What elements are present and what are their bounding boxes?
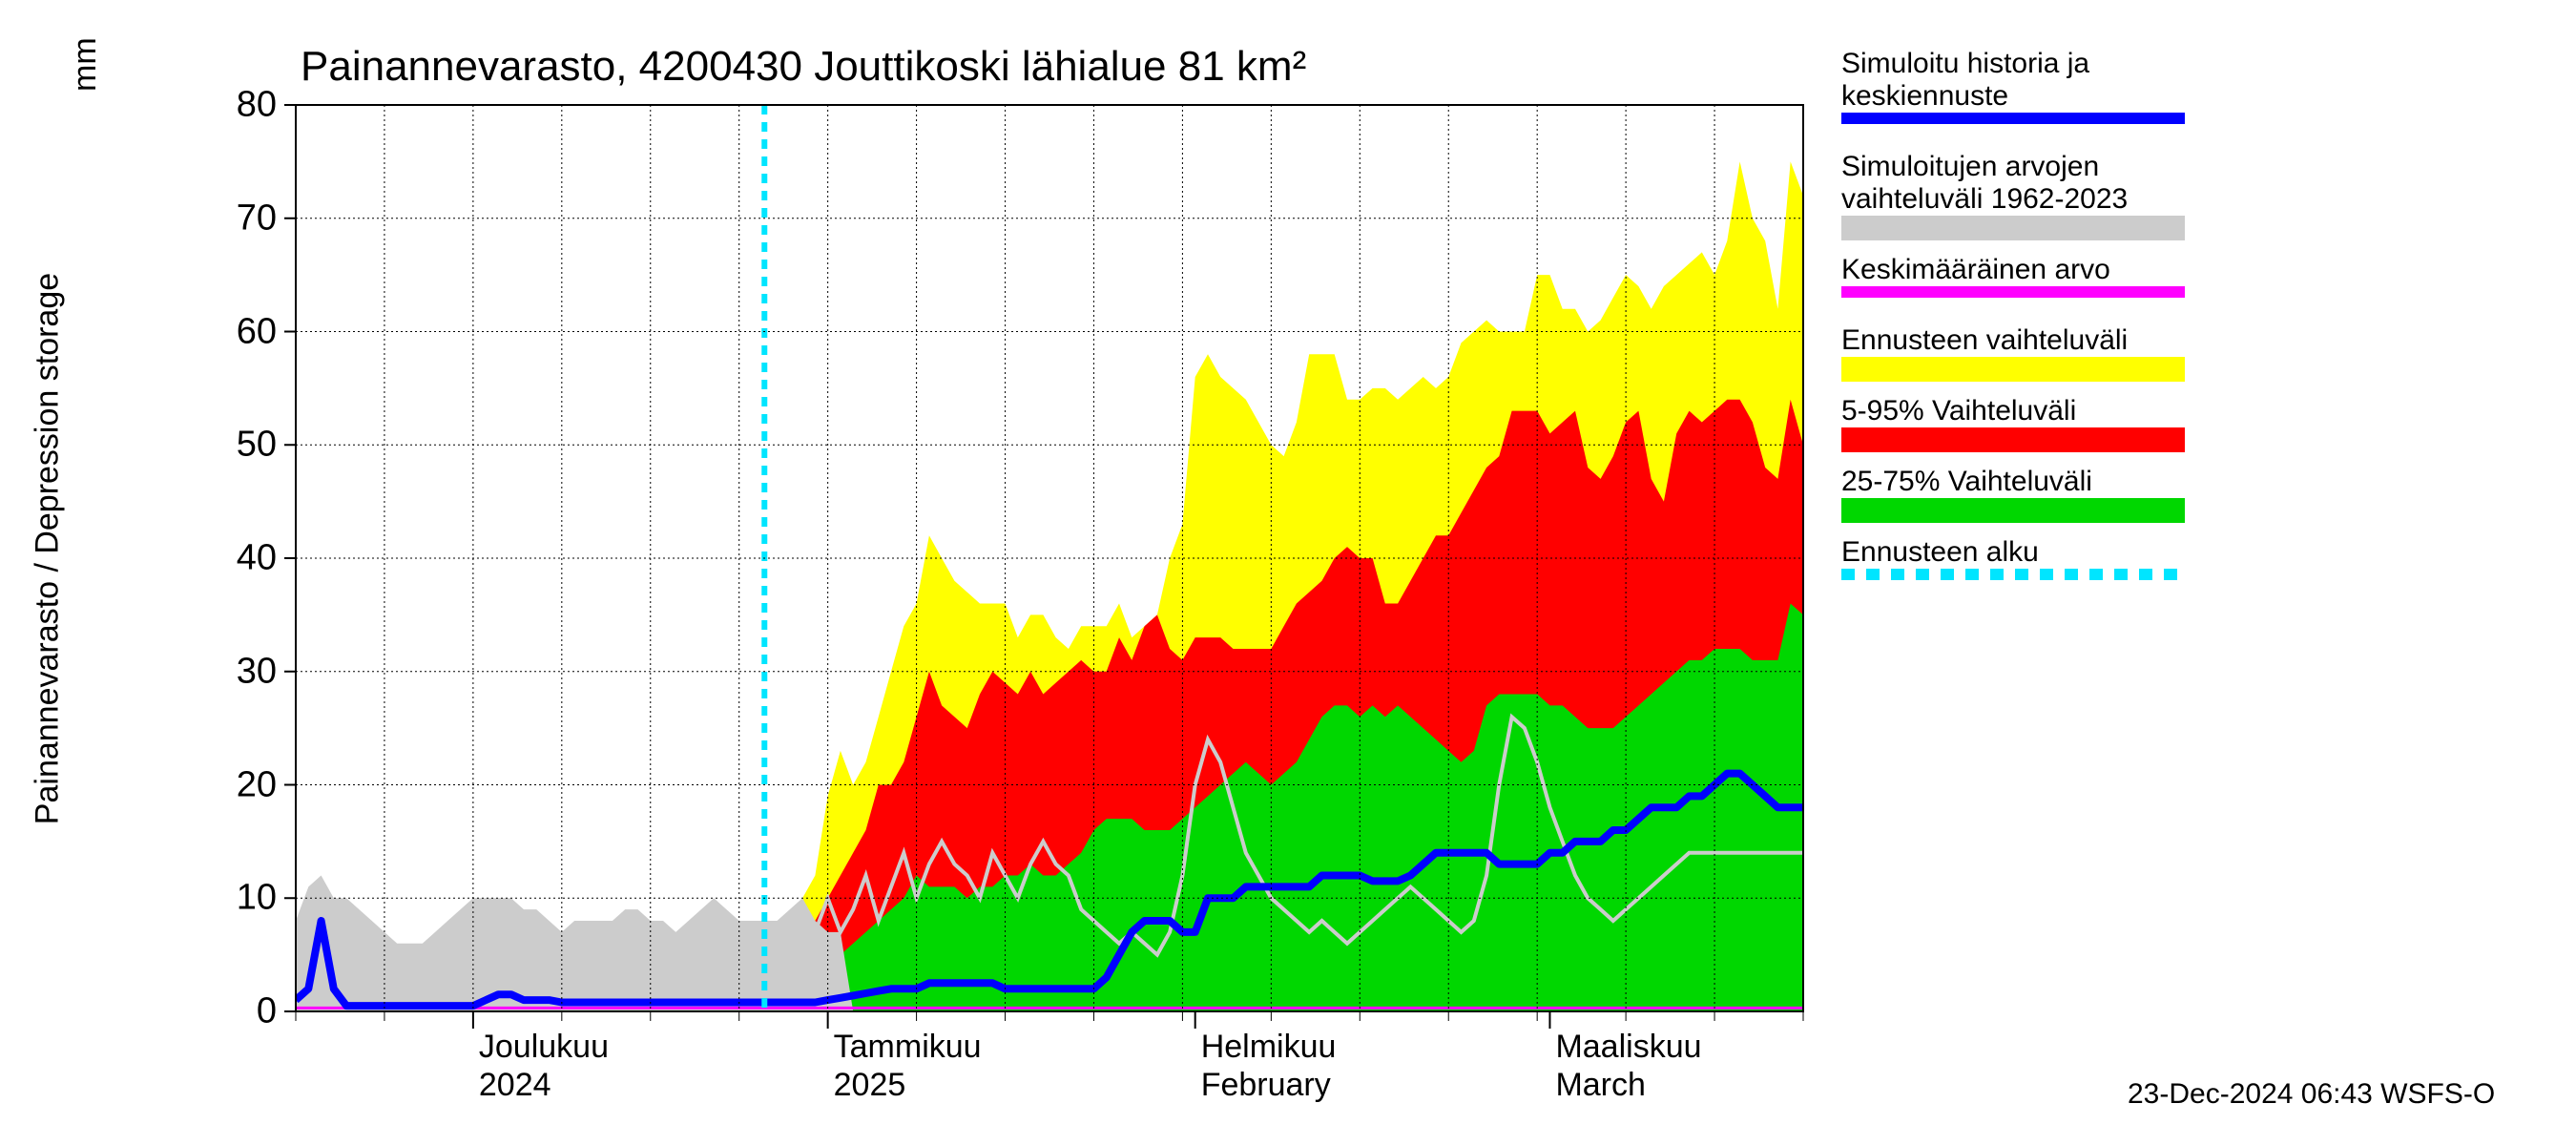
x-tick-sub: February: [1201, 1067, 1331, 1104]
footer-timestamp: 23-Dec-2024 06:43 WSFS-O: [2128, 1078, 2495, 1111]
chart-title: Painannevarasto, 4200430 Jouttikoski läh…: [301, 43, 1306, 91]
y-tick: 30: [219, 651, 277, 692]
x-tick-sub: 2024: [479, 1067, 551, 1104]
legend-label: Ennusteen vaihteluväli: [1841, 324, 2128, 358]
y-tick: 10: [219, 878, 277, 919]
legend-label: keskiennuste: [1841, 80, 2008, 114]
x-tick-sub: March: [1555, 1067, 1645, 1104]
x-tick-sub: 2025: [834, 1067, 906, 1104]
legend-label: 25-75% Vaihteluväli: [1841, 466, 2092, 499]
legend-swatch: [1841, 286, 2185, 298]
legend-label: Simuloitu historia ja: [1841, 48, 2089, 81]
legend-swatch: [1841, 569, 2185, 580]
y-tick: 70: [219, 198, 277, 239]
y-axis-unit: mm: [67, 37, 104, 92]
legend-swatch: [1841, 498, 2185, 523]
y-tick: 80: [219, 85, 277, 126]
x-tick-month: Joulukuu: [479, 1029, 609, 1066]
x-tick-month: Tammikuu: [834, 1029, 982, 1066]
chart-container: Painannevarasto / Depression storage mm …: [0, 0, 2576, 1145]
legend-label: vaihteluväli 1962-2023: [1841, 183, 2128, 217]
x-tick-month: Maaliskuu: [1555, 1029, 1701, 1066]
y-tick: 0: [219, 991, 277, 1032]
chart-plot: [0, 0, 2576, 1145]
x-tick-month: Helmikuu: [1201, 1029, 1337, 1066]
legend-label: 5-95% Vaihteluväli: [1841, 395, 2076, 428]
legend-label: Keskimääräinen arvo: [1841, 254, 2110, 287]
legend-label: Ennusteen alku: [1841, 536, 2039, 570]
legend-swatch: [1841, 113, 2185, 124]
y-tick: 50: [219, 425, 277, 466]
y-axis-label: Painannevarasto / Depression storage: [30, 253, 67, 844]
legend-swatch: [1841, 357, 2185, 382]
y-tick: 20: [219, 764, 277, 805]
legend-swatch: [1841, 427, 2185, 452]
legend-swatch: [1841, 216, 2185, 240]
y-tick: 40: [219, 538, 277, 579]
legend-label: Simuloitujen arvojen: [1841, 151, 2099, 184]
y-tick: 60: [219, 311, 277, 352]
